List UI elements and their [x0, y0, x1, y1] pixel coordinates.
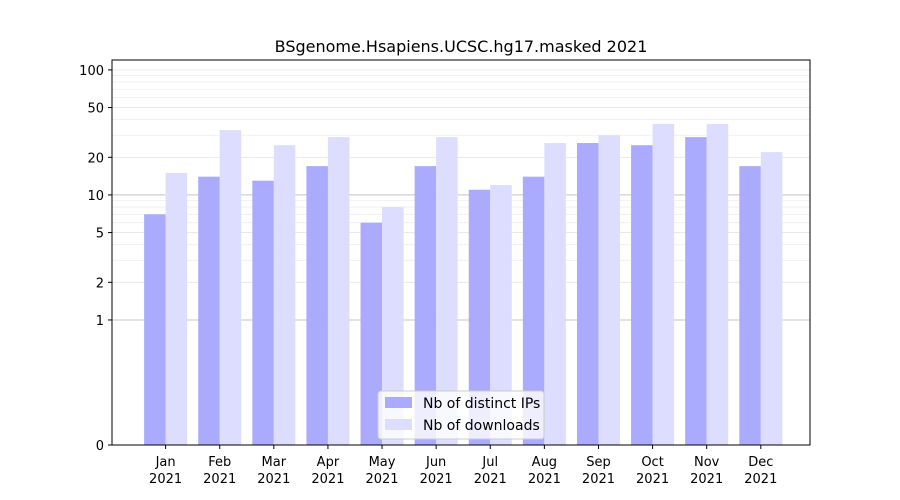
x-tick-label-year: 2021 — [528, 472, 561, 487]
x-tick-label-month: Jan — [155, 455, 176, 470]
bar-distinct-ips — [414, 166, 437, 445]
x-tick-label-year: 2021 — [149, 472, 182, 487]
bar-distinct-ips — [360, 222, 383, 445]
legend-box — [377, 390, 545, 440]
x-axis: Jan 2021 Feb 2021 Mar 2021 Apr 2021 May 2021 Jun 20… — [149, 445, 777, 487]
x-tick-label-month: Nov — [694, 455, 720, 470]
bar-distinct-ips — [739, 166, 761, 445]
x-tick-label-year: 2021 — [636, 472, 669, 487]
bar-distinct-ips — [198, 176, 220, 445]
bar-downloads — [165, 172, 188, 445]
y-tick-label: 50 — [87, 102, 104, 117]
y-tick-label: 1 — [96, 314, 104, 329]
bar-distinct-ips — [306, 166, 328, 445]
x-tick-label-month: Jul — [481, 455, 498, 470]
bar-downloads — [706, 123, 729, 445]
x-tick-label-year: 2021 — [203, 472, 236, 487]
bar-downloads — [436, 137, 458, 445]
bars — [144, 123, 783, 445]
plot-area — [111, 59, 811, 446]
legend-label-ips: Nb of distinct IPs — [423, 396, 540, 412]
x-tick-label-year: 2021 — [474, 472, 507, 487]
bar-distinct-ips — [468, 189, 491, 445]
bar-downloads — [760, 152, 783, 445]
x-tick-label-month: Jun — [425, 455, 446, 470]
x-tick-label-month: Apr — [317, 455, 340, 470]
bar-downloads — [219, 130, 242, 445]
bar-downloads — [382, 207, 404, 445]
x-tick-label-year: 2021 — [257, 472, 290, 487]
x-tick-label-month: Aug — [532, 455, 557, 470]
y-tick-label: 10 — [87, 189, 104, 204]
x-tick-label-year: 2021 — [690, 472, 723, 487]
y-tick-label: 5 — [96, 227, 104, 242]
x-tick-label-month: May — [369, 455, 396, 470]
x-tick-label-year: 2021 — [744, 472, 777, 487]
x-tick-label-year: 2021 — [582, 472, 615, 487]
x-tick-label-year: 2021 — [311, 472, 344, 487]
y-tick-label: 2 — [96, 276, 104, 291]
x-tick-label-month: Sep — [586, 455, 611, 470]
chart-title: BSgenome.Hsapiens.UCSC.hg17.masked 2021 — [275, 37, 648, 56]
bar-downloads — [327, 137, 350, 445]
bar-distinct-ips — [685, 137, 707, 445]
bar-distinct-ips — [522, 176, 545, 445]
bar-downloads — [598, 135, 620, 445]
bar-downloads — [490, 185, 512, 445]
legend: Nb of distinct IPs Nb of downloads — [377, 390, 545, 440]
x-tick-label-month: Feb — [208, 455, 231, 470]
y-tick-label: 0 — [96, 439, 104, 454]
bar-distinct-ips — [631, 145, 653, 445]
y-axis: 0 1 2 5 10 20 50 100 — [79, 64, 112, 454]
legend-swatch-downloads — [385, 419, 412, 430]
bar-distinct-ips — [144, 214, 166, 445]
bar-downloads — [652, 123, 675, 445]
x-tick-label-month: Oct — [641, 455, 663, 470]
bar-downloads — [273, 145, 296, 445]
bar-downloads — [544, 143, 566, 445]
x-tick-label-month: Dec — [748, 455, 773, 470]
bar-distinct-ips — [252, 180, 274, 445]
legend-swatch-ips — [385, 397, 412, 408]
bar-distinct-ips — [576, 143, 599, 445]
y-tick-label: 100 — [79, 64, 104, 79]
y-tick-label: 20 — [87, 151, 104, 166]
x-tick-label-year: 2021 — [420, 472, 453, 487]
legend-label-downloads: Nb of downloads — [423, 418, 540, 434]
x-tick-label-month: Mar — [262, 455, 287, 470]
x-tick-label-year: 2021 — [365, 472, 398, 487]
